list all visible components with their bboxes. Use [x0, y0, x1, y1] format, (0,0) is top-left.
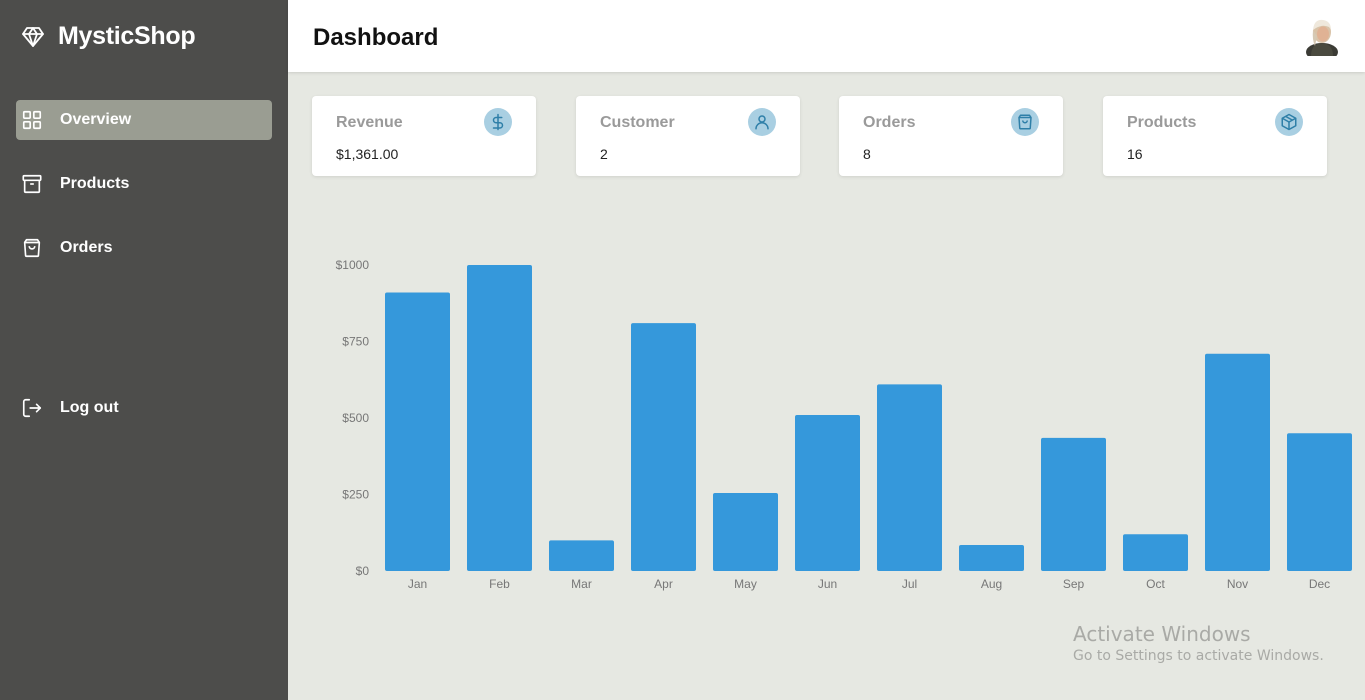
y-tick-label: $1000: [336, 258, 370, 272]
bar-jan[interactable]: [385, 292, 450, 571]
stat-value: 8: [863, 146, 871, 162]
x-tick-label: Jun: [818, 577, 837, 591]
brand[interactable]: MysticShop: [20, 22, 196, 51]
y-tick-label: $750: [342, 335, 369, 349]
brand-name: MysticShop: [58, 22, 196, 50]
x-tick-label: Nov: [1227, 577, 1248, 591]
stat-label: Customer: [600, 114, 675, 131]
x-tick-label: Jul: [902, 577, 917, 591]
dollar-icon: [484, 108, 512, 136]
x-tick-label: Feb: [489, 577, 510, 591]
sidebar-item-orders[interactable]: Orders: [16, 228, 272, 268]
bar-jun[interactable]: [795, 414, 860, 571]
stat-label: Orders: [863, 114, 916, 131]
stat-card-customer: Customer 2: [576, 96, 800, 176]
sidebar-item-label: Orders: [60, 239, 113, 256]
stat-card-orders: Orders 8: [839, 96, 1063, 176]
user-icon: [748, 108, 776, 136]
header: Dashboard: [288, 0, 1365, 72]
y-tick-label: $500: [342, 411, 369, 425]
logout-icon: [21, 397, 43, 419]
stat-card-revenue: Revenue $1,361.00: [312, 96, 536, 176]
stat-value: $1,361.00: [336, 146, 399, 162]
bar-jul[interactable]: [877, 384, 942, 571]
stat-label: Products: [1127, 114, 1197, 131]
y-tick-label: $0: [356, 564, 370, 578]
x-tick-label: Apr: [654, 577, 673, 591]
bar-aug[interactable]: [959, 544, 1024, 571]
archive-box-icon: [21, 173, 43, 195]
stat-value: 16: [1127, 146, 1143, 162]
x-tick-label: May: [734, 577, 757, 591]
shopping-bag-icon: [1011, 108, 1039, 136]
bar-oct[interactable]: [1123, 534, 1188, 571]
x-tick-label: Jan: [408, 577, 427, 591]
bar-apr[interactable]: [631, 323, 696, 571]
bar-sep[interactable]: [1041, 437, 1106, 571]
stat-value: 2: [600, 146, 608, 162]
diamond-icon: [20, 24, 46, 50]
x-tick-label: Mar: [571, 577, 592, 591]
x-tick-label: Dec: [1309, 577, 1330, 591]
sidebar-item-overview[interactable]: Overview: [16, 100, 272, 140]
stat-label: Revenue: [336, 114, 403, 131]
sidebar-item-products[interactable]: Products: [16, 164, 272, 204]
logout-label: Log out: [60, 399, 119, 416]
activation-watermark-title: Activate Windows: [1073, 622, 1251, 646]
y-tick-label: $250: [342, 488, 369, 502]
logout-button[interactable]: Log out: [16, 388, 272, 428]
bar-dec[interactable]: [1287, 433, 1352, 571]
x-tick-label: Aug: [981, 577, 1002, 591]
sidebar-item-label: Overview: [60, 111, 132, 128]
revenue-bar-chart: $0 $250 $500 $750 $1000 Jan Feb Mar Apr May Jun Jul…: [336, 258, 1352, 591]
avatar[interactable]: [1305, 16, 1339, 61]
bar-may[interactable]: [713, 492, 778, 571]
page-title: Dashboard: [313, 24, 439, 51]
bar-nov[interactable]: [1205, 353, 1270, 571]
package-icon: [1275, 108, 1303, 136]
grid-icon: [21, 109, 43, 131]
x-tick-label: Sep: [1063, 577, 1085, 591]
sidebar: MysticShop Overview Products Orders: [0, 0, 288, 700]
activation-watermark-subtitle: Go to Settings to activate Windows.: [1073, 648, 1324, 664]
sidebar-item-label: Products: [60, 175, 130, 192]
bar-mar[interactable]: [549, 540, 614, 571]
shopping-bag-icon: [21, 237, 43, 259]
x-tick-label: Oct: [1146, 577, 1165, 591]
stat-card-products: Products 16: [1103, 96, 1327, 176]
bar-feb[interactable]: [467, 265, 532, 571]
